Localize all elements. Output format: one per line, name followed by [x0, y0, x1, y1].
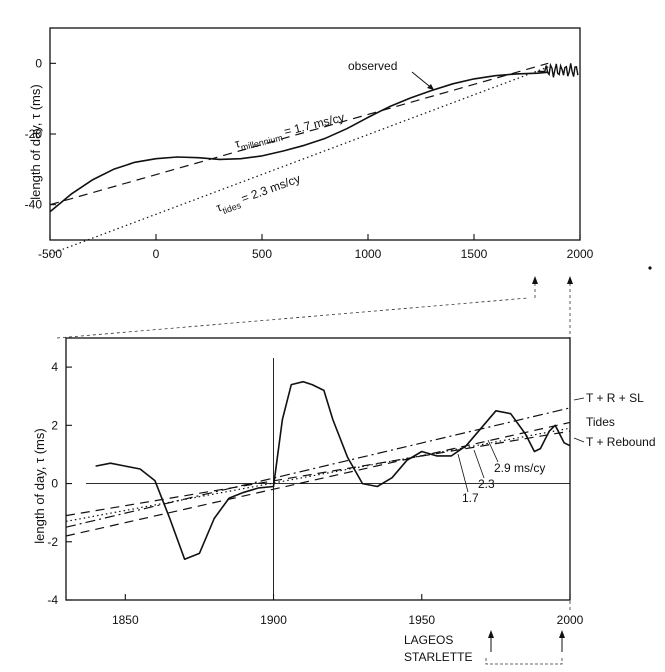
- millennium-label: τmillennium= 1.7 ms/cy: [233, 110, 346, 154]
- starlette-label: STARLETTE: [404, 650, 472, 664]
- top-y-tick-label: -40: [25, 198, 43, 212]
- bottom-series-dashed-line: [65, 430, 571, 517]
- rate-pointer-29: [487, 439, 499, 463]
- svg-text:τmillennium= 1.7 ms/cy: τmillennium= 1.7 ms/cy: [233, 110, 346, 154]
- lageos-label: LAGEOS: [404, 633, 453, 647]
- top-x-tick-label: 2000: [567, 247, 594, 261]
- legend-trsl-pointer: [573, 397, 585, 401]
- top-x-tick-label: 500: [252, 247, 272, 261]
- zoom-connector-left: [56, 297, 529, 339]
- observed-label: observed: [348, 59, 397, 73]
- top-series-dotted-line: [49, 66, 549, 255]
- millennium-sub: millennium: [240, 133, 284, 153]
- millennium-value: = 1.7 ms/cy: [283, 110, 346, 139]
- top-modern-fluctuation-mark: [537, 62, 579, 78]
- top-plot-frame: [49, 27, 581, 241]
- top-y-tick-label: 0: [35, 56, 42, 70]
- rate-label-23: 2.3: [478, 477, 495, 491]
- top-y-axis-label: length of day, τ (ms): [28, 84, 43, 199]
- svg-text:τtides= 2.3 ms/cy: τtides= 2.3 ms/cy: [214, 171, 303, 217]
- legend-rebound: T + Rebound: [586, 435, 656, 449]
- rate-pointer-17: [457, 453, 469, 493]
- tides-value: = 2.3 ms/cy: [239, 171, 302, 205]
- bottom-y-tick-label: 0: [51, 477, 58, 491]
- rate-label-17: 1.7: [462, 491, 479, 505]
- top-x-tick-label: 1000: [355, 247, 382, 261]
- bottom-y-tick-label: -4: [47, 593, 58, 607]
- bottom-x-tick-label: 1950: [408, 613, 435, 627]
- top-x-tick-label: 1500: [461, 247, 488, 261]
- starlette-arrowhead: [559, 630, 565, 638]
- bottom-plot-frame: [65, 337, 571, 601]
- bottom-y-tick-label: -2: [47, 535, 58, 549]
- top-y-tick-label: -20: [25, 127, 43, 141]
- bottom-y-tick-label: 4: [51, 360, 58, 374]
- bottom-series-solid-line: [95, 380, 571, 561]
- observed-arrowhead: [427, 84, 434, 90]
- top-series: [49, 62, 579, 255]
- satellite-bracket: [485, 658, 563, 665]
- top-x-tick-label: 0: [153, 247, 160, 261]
- bottom-panel: 1850 1900 1950 2000 4 2 0 -2 -4 length of day, τ…: [32, 337, 656, 665]
- bottom-series-dashdot-line: [65, 407, 571, 528]
- zoom-arrowhead-2000: [567, 276, 573, 284]
- top-series-solid-line: [49, 71, 549, 213]
- bottom-x-tick-label: 1850: [112, 613, 139, 627]
- legend-tides: Tides: [586, 415, 615, 429]
- rate-pointer-23: [473, 449, 485, 479]
- zoom-arrowhead-1850: [532, 276, 538, 284]
- bottom-x-tick-label: 2000: [557, 613, 584, 627]
- bottom-ticks: 1850 1900 1950 2000 4 2 0 -2 -4: [47, 360, 583, 627]
- legend-rebound-pointer: [573, 437, 585, 443]
- bottom-series: [65, 358, 571, 600]
- rate-label-29: 2.9 ms/cy: [494, 461, 545, 475]
- lageos-arrowhead: [488, 630, 494, 638]
- legend-trsl: T + R + SL: [586, 391, 644, 405]
- tides-tau: τ: [214, 200, 223, 215]
- stray-dot: [648, 266, 652, 270]
- millennium-tau: τ: [233, 136, 241, 151]
- bottom-series-dashed-line: [65, 421, 571, 537]
- bottom-y-axis-label: length of day, τ (ms): [32, 428, 47, 543]
- tides-sub: tides: [221, 200, 243, 216]
- top-series-dashed-line: [49, 62, 549, 206]
- tides-label: τtides= 2.3 ms/cy: [214, 171, 303, 217]
- bottom-x-tick-label: 1900: [260, 613, 287, 627]
- bottom-y-tick-label: 2: [51, 418, 58, 432]
